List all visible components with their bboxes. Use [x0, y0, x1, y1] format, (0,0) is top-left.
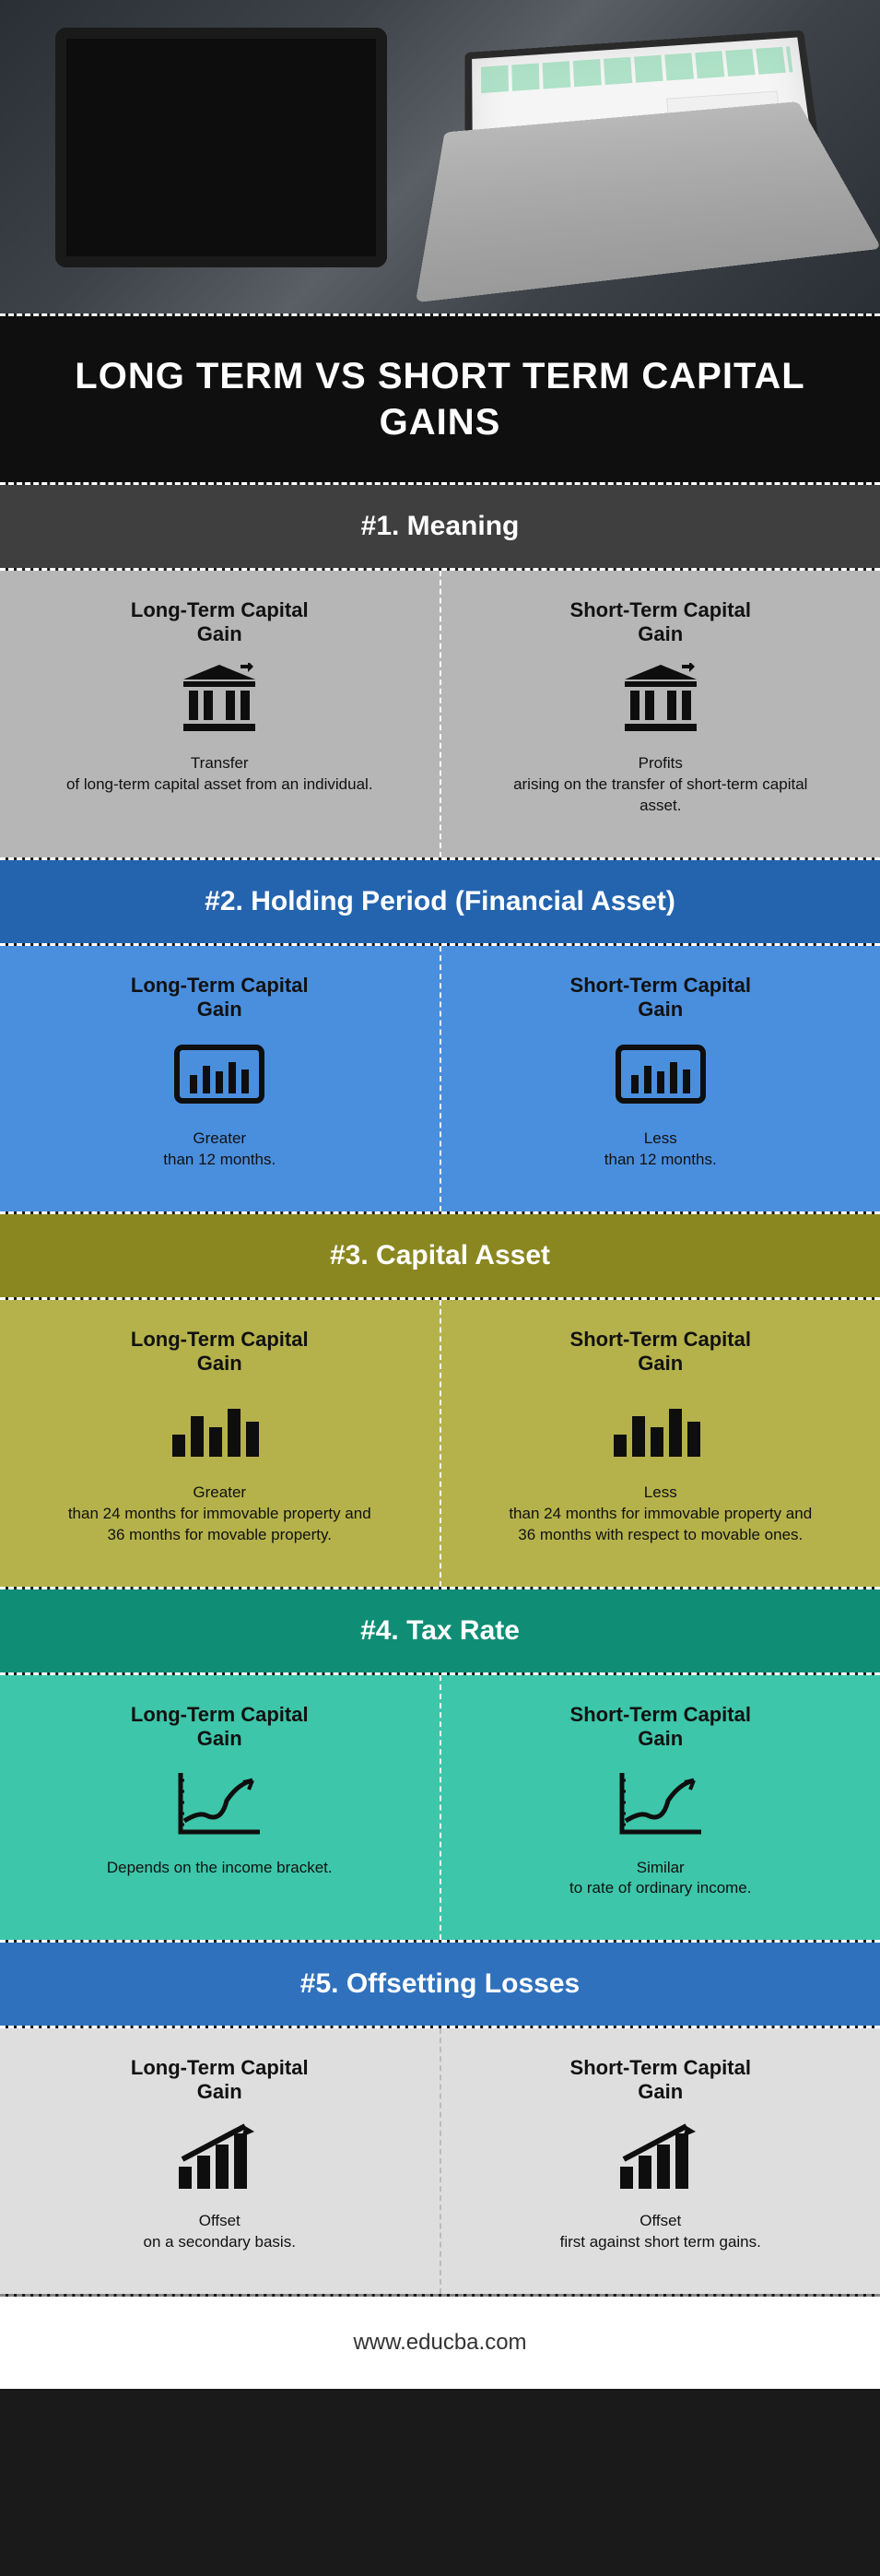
col-desc: Lessthan 12 months. [504, 1128, 817, 1171]
bars-icon [37, 1392, 403, 1464]
col-left: Long-Term CapitalGain Depends on the inc… [0, 1675, 441, 1941]
section-header-1: #1. Meaning [0, 485, 880, 568]
institution-icon [478, 663, 844, 735]
bararrow-icon [478, 2121, 844, 2192]
col-left: Long-Term CapitalGain Greaterthan 24 mon… [0, 1300, 441, 1587]
footer-url: www.educba.com [0, 2297, 880, 2389]
col-desc: Profitsarising on the transfer of short-… [504, 753, 817, 817]
section-header-4: #4. Tax Rate [0, 1589, 880, 1672]
col-right: Short-Term CapitalGain Similarto rate of… [441, 1675, 880, 1941]
title-band: LONG TERM VS SHORT TERM CAPITAL GAINS [0, 316, 880, 482]
col-title: Short-Term CapitalGain [478, 598, 844, 646]
col-desc: Offseton a secondary basis. [63, 2211, 376, 2253]
bars-icon [478, 1392, 844, 1464]
col-title: Long-Term CapitalGain [37, 1328, 403, 1376]
col-title: Short-Term CapitalGain [478, 974, 844, 1022]
col-desc: Depends on the income bracket. [63, 1858, 376, 1879]
section-body-3: Long-Term CapitalGain Greaterthan 24 mon… [0, 1300, 880, 1587]
hero-image [0, 0, 880, 313]
col-title: Long-Term CapitalGain [37, 598, 403, 646]
linechart-icon [37, 1767, 403, 1839]
hero-laptop-screen [464, 30, 826, 217]
col-title: Short-Term CapitalGain [478, 2056, 844, 2104]
linechart-icon [478, 1767, 844, 1839]
col-title: Short-Term CapitalGain [478, 1328, 844, 1376]
col-desc: Greaterthan 12 months. [63, 1128, 376, 1171]
col-right: Short-Term CapitalGain Profitsarising on… [441, 571, 880, 857]
section-body-5: Long-Term CapitalGain Offseton a seconda… [0, 2028, 880, 2294]
barbox-icon [37, 1038, 403, 1110]
section-header-5: #5. Offsetting Losses [0, 1943, 880, 2026]
section-body-2: Long-Term CapitalGain Greaterthan 12 mon… [0, 946, 880, 1211]
col-right: Short-Term CapitalGain Offsetfirst again… [441, 2028, 880, 2294]
col-desc: Lessthan 24 months for immovable propert… [504, 1483, 817, 1546]
col-left: Long-Term CapitalGain Greaterthan 12 mon… [0, 946, 441, 1211]
col-title: Long-Term CapitalGain [37, 974, 403, 1022]
section-body-4: Long-Term CapitalGain Depends on the inc… [0, 1675, 880, 1941]
barbox-icon [478, 1038, 844, 1110]
col-desc: Similarto rate of ordinary income. [504, 1858, 817, 1900]
institution-icon [37, 663, 403, 735]
col-left: Long-Term CapitalGain Transferof long-te… [0, 571, 441, 857]
col-title: Long-Term CapitalGain [37, 2056, 403, 2104]
section-header-2: #2. Holding Period (Financial Asset) [0, 860, 880, 943]
page-title: LONG TERM VS SHORT TERM CAPITAL GAINS [18, 353, 862, 445]
col-left: Long-Term CapitalGain Offseton a seconda… [0, 2028, 441, 2294]
section-header-3: #3. Capital Asset [0, 1214, 880, 1297]
col-title: Long-Term CapitalGain [37, 1703, 403, 1751]
col-desc: Transferof long-term capital asset from … [63, 753, 376, 796]
col-desc: Offsetfirst against short term gains. [504, 2211, 817, 2253]
col-desc: Greaterthan 24 months for immovable prop… [63, 1483, 376, 1546]
section-body-1: Long-Term CapitalGain Transferof long-te… [0, 571, 880, 857]
col-right: Short-Term CapitalGain Lessthan 24 month… [441, 1300, 880, 1587]
col-right: Short-Term CapitalGain Lessthan 12 month… [441, 946, 880, 1211]
bararrow-icon [37, 2121, 403, 2192]
col-title: Short-Term CapitalGain [478, 1703, 844, 1751]
